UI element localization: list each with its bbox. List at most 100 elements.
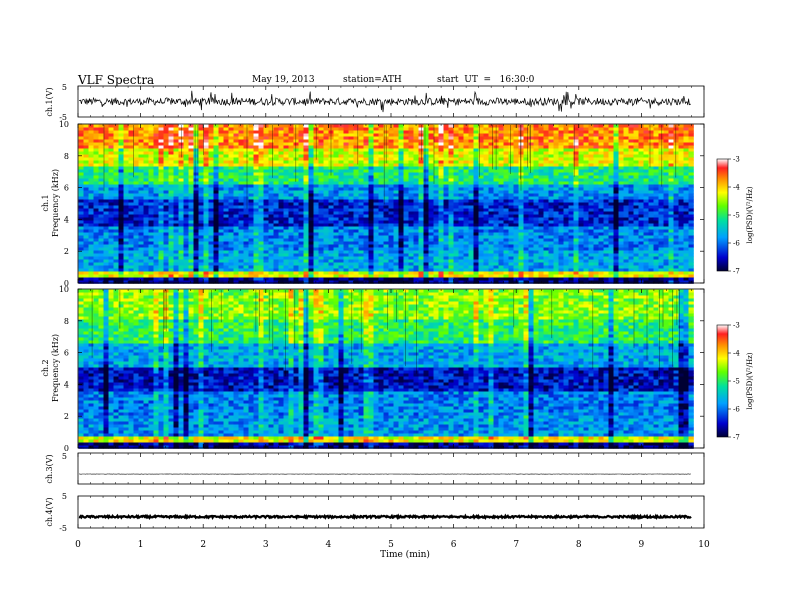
spectrogram-cell — [98, 187, 104, 191]
spectrogram-cell — [188, 160, 194, 164]
spectrogram-cell — [368, 187, 374, 191]
spectrogram-cell — [498, 238, 504, 242]
spectrogram-cell — [488, 157, 494, 161]
spectrogram-cell — [523, 181, 529, 185]
spectrogram-cell — [268, 193, 274, 197]
spectrogram-cell — [93, 142, 99, 146]
spectrogram-cell — [163, 175, 169, 179]
spectrogram-cell — [413, 127, 419, 131]
spectrogram-cell — [348, 196, 354, 200]
spectrogram-cell — [208, 274, 214, 278]
spectrogram-cell — [338, 250, 344, 254]
spectrogram-cell — [103, 250, 109, 254]
spectrogram-cell — [338, 196, 344, 200]
spectrogram-cell — [468, 214, 474, 218]
spectrogram-cell — [533, 181, 539, 185]
spectrogram-cell — [83, 202, 89, 206]
spectrogram-cell — [183, 280, 189, 284]
spectrogram-cell — [368, 196, 374, 200]
spectrogram-cell — [158, 193, 164, 197]
spectrogram-cell — [513, 223, 519, 227]
spectrogram-cell — [233, 274, 239, 278]
spectrogram-cell — [148, 205, 154, 209]
spectrogram-cell — [503, 190, 509, 194]
spectrogram-cell — [118, 265, 124, 269]
spectrogram-cell — [453, 202, 459, 206]
spectrogram-cell — [273, 196, 279, 200]
spectrogram-cell — [458, 190, 464, 194]
spectrogram-cell — [463, 256, 469, 260]
spectrogram-cell — [538, 130, 544, 134]
spectrogram-cell — [233, 157, 239, 161]
spectrogram-cell — [348, 172, 354, 176]
spectrogram-cell — [348, 151, 354, 155]
spectrogram-cell — [383, 181, 389, 185]
spectrogram-cell — [498, 241, 504, 245]
spectrogram-cell — [468, 193, 474, 197]
spectrogram-cell — [528, 274, 534, 278]
spectrogram-cell — [208, 226, 214, 230]
spectrogram-cell — [213, 241, 219, 245]
spectrogram-cell — [173, 193, 179, 197]
spectrogram-cell — [493, 256, 499, 260]
spectrogram-cell — [138, 139, 144, 143]
spectrogram-cell — [528, 148, 534, 152]
spectrogram-cell — [78, 277, 84, 281]
spectrogram-cell — [248, 172, 254, 176]
spectrogram-cell — [443, 241, 449, 245]
spectrogram-cell — [278, 127, 284, 131]
spectrogram-cell — [378, 196, 384, 200]
spectrogram-cell — [483, 166, 489, 170]
spectrogram-cell — [448, 136, 454, 140]
spectrogram-cell — [453, 211, 459, 215]
spectrogram-cell — [433, 247, 439, 251]
spectrogram-cell — [113, 154, 119, 158]
spectrogram-cell — [208, 232, 214, 236]
spectrogram-cell — [118, 250, 124, 254]
spectrogram-cell — [218, 130, 224, 134]
spectrogram-cell — [388, 187, 394, 191]
spectrogram-cell — [488, 187, 494, 191]
spectrogram-cell — [333, 181, 339, 185]
spectrogram-cell — [328, 235, 334, 239]
spectrogram-cell — [158, 277, 164, 281]
spectrogram-cell — [423, 232, 429, 236]
spectrogram-cell — [523, 196, 529, 200]
spectrogram-cell — [483, 169, 489, 173]
spectrogram-cell — [238, 184, 244, 188]
spectrogram-cell — [258, 130, 264, 134]
spectrogram-cell — [88, 232, 94, 236]
spectrogram-cell — [373, 133, 379, 137]
spectrogram-cell — [378, 217, 384, 221]
spectrogram-cell — [478, 244, 484, 248]
spectrogram-cell — [123, 157, 129, 161]
spectrogram-cell — [93, 190, 99, 194]
spectrogram-cell — [353, 187, 359, 191]
spectrogram-cell — [533, 241, 539, 245]
spectrogram-cell — [163, 259, 169, 263]
spectrogram-cell — [393, 226, 399, 230]
spectrogram-cell — [323, 175, 329, 179]
spectrogram-cell — [403, 235, 409, 239]
spectrogram-cell — [213, 262, 219, 266]
spectrogram-cell — [153, 196, 159, 200]
spectrogram-cell — [163, 211, 169, 215]
spectrogram-cell — [358, 193, 364, 197]
spectrogram-cell — [288, 124, 294, 128]
spectrogram-cell — [258, 148, 264, 152]
spectrogram-cell — [528, 238, 534, 242]
spectrogram-cell — [248, 202, 254, 206]
spectrogram-cell — [333, 229, 339, 233]
spectrogram-cell — [533, 169, 539, 173]
spectrogram-cell — [398, 265, 404, 269]
spectrogram-cell — [258, 199, 264, 203]
spectrogram-cell — [248, 184, 254, 188]
spectrogram-cell — [363, 142, 369, 146]
spectrogram-cell — [233, 163, 239, 167]
spectrogram-cell — [183, 142, 189, 146]
spectrogram-cell — [123, 256, 129, 260]
spectrogram-cell — [103, 175, 109, 179]
spectrogram-cell — [438, 217, 444, 221]
spectrogram-cell — [323, 238, 329, 242]
spectrogram-cell — [388, 181, 394, 185]
